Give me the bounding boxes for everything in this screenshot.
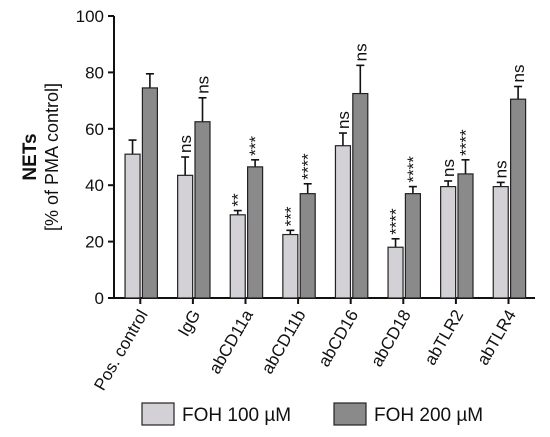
significance-label: *** [281,206,300,226]
x-tick-label: abCD16 [315,307,363,371]
significance-label: ns [176,135,195,153]
significance-label: ns [194,76,213,94]
bar [124,153,141,299]
y-axis-title-sub: [% of PMA control] [42,83,62,231]
x-tick-label: abTLR4 [473,307,520,369]
bar [334,145,352,299]
significance-label: **** [387,208,406,235]
bar [282,233,299,299]
y-tick-label: 20 [85,233,104,252]
bar [404,193,422,299]
y-axis-title-main: NETs [20,133,41,180]
bar [299,193,316,299]
x-tick-label: abTLR2 [421,307,468,369]
significance-label: **** [404,156,423,183]
significance-label: **** [299,153,318,180]
significance-label: ns [439,159,458,177]
legend-label: FOH 100 µM [182,405,291,426]
x-tick-label: Pos. control [90,307,151,394]
legend-label: FOH 200 µM [374,405,483,426]
x-tick-label: abCD11a [205,306,257,377]
bar [510,98,527,299]
x-tick-label: IgG [174,307,204,340]
y-tick-label: 100 [76,7,104,26]
bar [194,121,211,299]
bar [229,214,246,299]
significance-label: ns [492,160,511,178]
y-tick-label: 0 [95,289,104,308]
x-tick-label: abCD18 [367,307,415,371]
significance-label: ** [229,193,248,207]
y-tick-label: 40 [85,176,104,195]
significance-label: *** [246,136,265,156]
significance-label: ns [334,111,353,129]
x-tick-label: abCD11b [258,307,310,378]
bar [440,186,457,299]
significance-label: ns [351,43,370,61]
y-tick-label: 80 [85,63,104,82]
legend: FOH 100 µM FOH 200 µM [141,402,483,426]
significance-label: **** [457,129,476,156]
legend-swatch [333,402,367,426]
bar [387,246,404,299]
significance-label: ns [509,65,528,83]
bar [457,173,474,299]
legend-swatch [141,402,175,426]
plot-area: 0 20 40 60 80 100 Pos. control IgG ns ns abCD11a **… [76,7,535,394]
y-tick-label: 60 [85,120,104,139]
bar [352,92,369,299]
bar [492,186,509,299]
bar [247,166,264,299]
bar [177,174,194,299]
bar [141,87,159,299]
